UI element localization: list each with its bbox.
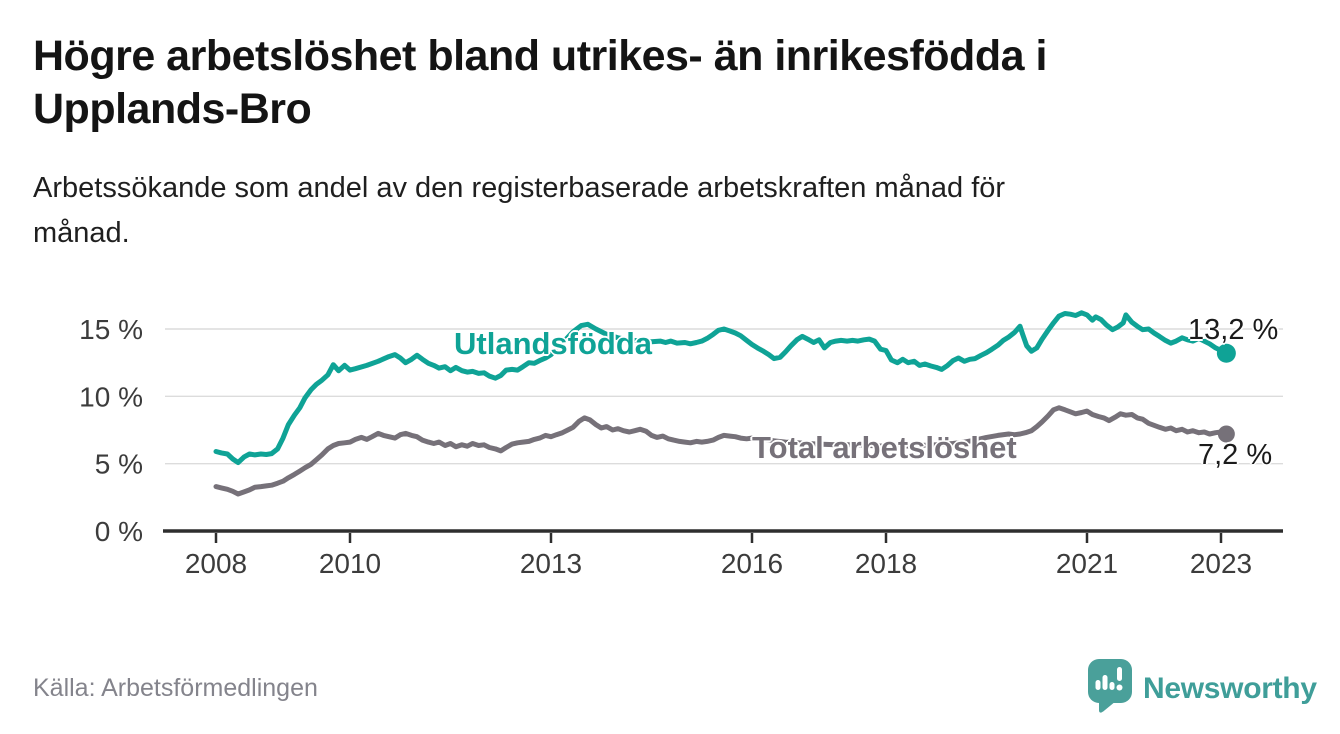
page-title-line1: Högre arbetslöshet bland utrikes- än inr… [33, 32, 1047, 80]
series-label-utlandsfodda: Utlandsfödda [454, 326, 653, 361]
y-tick-label: 10 % [79, 381, 143, 412]
page-subtitle: Arbetssökande som andel av den registerb… [33, 166, 1253, 256]
series-label-total-arbetsloshet: Total arbetslöshet [752, 430, 1017, 465]
newsworthy-wordmark: Newsworthy [1143, 672, 1317, 705]
page-title-line2: Upplands-Bro [33, 85, 312, 133]
source-note: Källa: Arbetsförmedlingen [33, 674, 318, 702]
x-tick-label: 2021 [1056, 548, 1118, 579]
series-endpoint-dot-total [1217, 425, 1235, 443]
end-value-label-utlandsfodda: 13,2 % [1188, 314, 1279, 346]
series-line-total [213, 405, 1229, 497]
y-tick-label: 5 % [95, 449, 143, 480]
page-title: Högre arbetslöshet bland utrikes- än inr… [33, 30, 1303, 136]
x-tick-label: 2023 [1190, 548, 1252, 579]
newsworthy-bubble-chart-icon [1088, 659, 1132, 713]
page-subtitle-line1: Arbetssökande som andel av den registerb… [33, 172, 1006, 204]
page-subtitle-line2: månad. [33, 217, 130, 249]
x-tick-label: 2010 [319, 548, 381, 579]
y-tick-label: 15 % [79, 314, 143, 345]
x-tick-label: 2016 [721, 548, 783, 579]
newsworthy-logo: Newsworthy [1086, 657, 1317, 715]
x-tick-label: 2008 [185, 548, 247, 579]
end-value-label-total: 7,2 % [1198, 439, 1273, 471]
x-tick-label: 2013 [520, 548, 582, 579]
y-tick-label: 0 % [95, 516, 143, 547]
x-tick-label: 2018 [855, 548, 917, 579]
series-line-utlandsfodda [213, 310, 1229, 466]
series-endpoint-dot-utlandsfodda [1216, 343, 1236, 363]
